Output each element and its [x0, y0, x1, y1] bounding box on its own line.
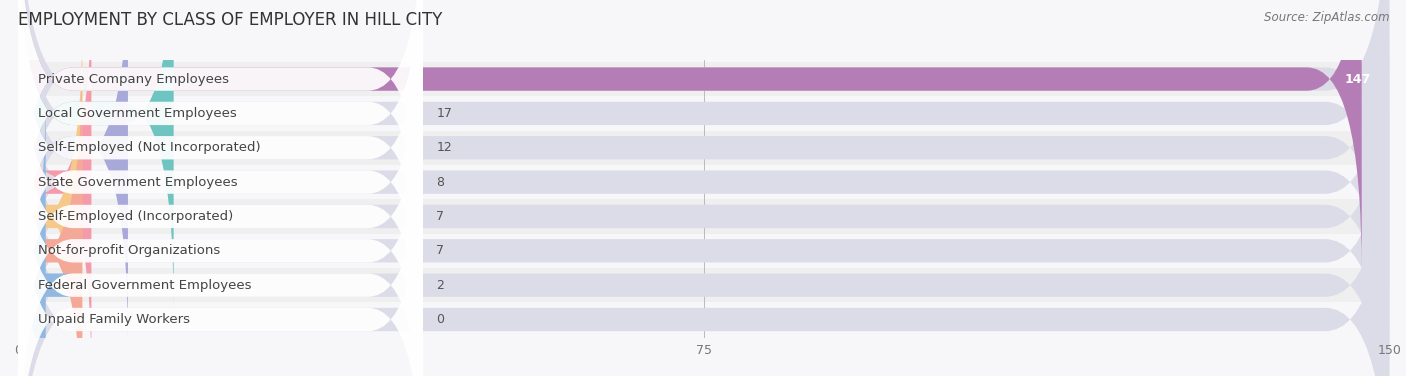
FancyBboxPatch shape	[18, 0, 1389, 308]
Text: EMPLOYMENT BY CLASS OF EMPLOYER IN HILL CITY: EMPLOYMENT BY CLASS OF EMPLOYER IN HILL …	[18, 11, 443, 29]
Text: Self-Employed (Not Incorporated): Self-Employed (Not Incorporated)	[38, 141, 262, 154]
FancyBboxPatch shape	[18, 0, 423, 342]
FancyBboxPatch shape	[18, 0, 1389, 342]
FancyBboxPatch shape	[18, 22, 82, 376]
FancyBboxPatch shape	[18, 0, 91, 376]
Text: 7: 7	[436, 210, 444, 223]
FancyBboxPatch shape	[18, 91, 423, 376]
Text: 147: 147	[1344, 73, 1371, 86]
FancyBboxPatch shape	[18, 0, 423, 376]
FancyBboxPatch shape	[18, 0, 128, 342]
Text: 17: 17	[436, 107, 453, 120]
FancyBboxPatch shape	[0, 91, 73, 376]
FancyBboxPatch shape	[18, 0, 423, 273]
Text: Federal Government Employees: Federal Government Employees	[38, 279, 252, 292]
FancyBboxPatch shape	[18, 96, 1389, 130]
Text: 2: 2	[436, 279, 444, 292]
FancyBboxPatch shape	[18, 0, 174, 308]
FancyBboxPatch shape	[18, 62, 1389, 96]
Text: 0: 0	[436, 313, 444, 326]
Text: Unpaid Family Workers: Unpaid Family Workers	[38, 313, 190, 326]
FancyBboxPatch shape	[18, 165, 1389, 199]
FancyBboxPatch shape	[18, 199, 1389, 233]
FancyBboxPatch shape	[18, 56, 82, 376]
FancyBboxPatch shape	[18, 56, 1389, 376]
Text: Local Government Employees: Local Government Employees	[38, 107, 238, 120]
FancyBboxPatch shape	[18, 0, 1389, 376]
FancyBboxPatch shape	[18, 0, 1389, 376]
Text: 12: 12	[436, 141, 453, 154]
Text: Source: ZipAtlas.com: Source: ZipAtlas.com	[1264, 11, 1389, 24]
Text: Private Company Employees: Private Company Employees	[38, 73, 229, 86]
FancyBboxPatch shape	[18, 91, 1389, 376]
FancyBboxPatch shape	[18, 56, 423, 376]
FancyBboxPatch shape	[18, 130, 1389, 165]
Text: Not-for-profit Organizations: Not-for-profit Organizations	[38, 244, 221, 257]
FancyBboxPatch shape	[18, 0, 1361, 273]
FancyBboxPatch shape	[18, 268, 1389, 302]
FancyBboxPatch shape	[18, 22, 423, 376]
FancyBboxPatch shape	[18, 22, 1389, 376]
Text: 7: 7	[436, 244, 444, 257]
FancyBboxPatch shape	[18, 302, 1389, 337]
Text: State Government Employees: State Government Employees	[38, 176, 238, 189]
FancyBboxPatch shape	[18, 125, 423, 376]
FancyBboxPatch shape	[18, 0, 423, 308]
FancyBboxPatch shape	[18, 0, 1389, 376]
Text: 8: 8	[436, 176, 444, 189]
FancyBboxPatch shape	[18, 233, 1389, 268]
Text: Self-Employed (Incorporated): Self-Employed (Incorporated)	[38, 210, 233, 223]
